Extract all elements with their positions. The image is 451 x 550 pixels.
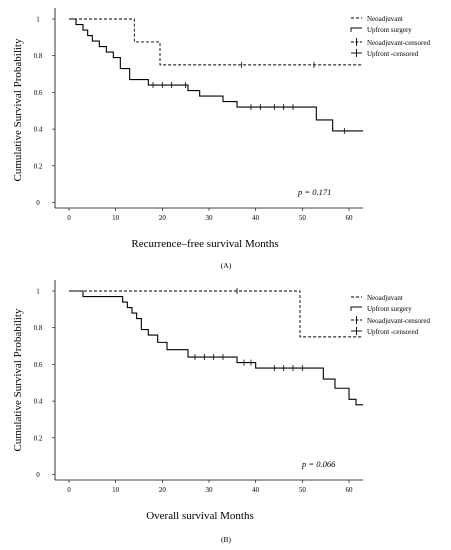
x-tick-label: 30 (206, 486, 214, 494)
x-tick-label: 60 (346, 486, 354, 494)
panel-a-legend: Neoadjuvant Upfront surgery Neoadjuvant-… (350, 15, 430, 58)
series-line-neoadjuvant (69, 18, 363, 66)
x-tick-label: 20 (159, 214, 167, 222)
x-tick-label: 10 (112, 486, 120, 494)
legend-neoadjuvant-censored: Neoadjuvant-censored (351, 316, 430, 325)
x-tick-label: 0 (67, 214, 71, 222)
y-tick-label: 1 (36, 16, 40, 24)
x-tick-label: 0 (67, 486, 71, 494)
y-tick-label: 0.6 (34, 89, 43, 97)
panel-a-ylabel: Cumulative Survival Probability (12, 38, 24, 181)
panel-b-p-value: p = 0.066 (301, 459, 336, 469)
legend-label: Upfront -censored (367, 50, 419, 58)
panel-b-ylabel: Cumulative Survival Probability (12, 308, 24, 451)
y-tick-label: 1 (36, 288, 40, 296)
x-tick-label: 50 (299, 486, 307, 494)
legend-neoadjuvant-censored: Neoadjuvant-censored (351, 38, 430, 47)
y-tick-label: 0.8 (34, 52, 43, 60)
legend-solid-line-swatch (350, 306, 362, 311)
legend-upfront-surgery: Upfront surgery (350, 26, 412, 34)
series-line-neoadjuvant (69, 290, 363, 338)
panel-a: Cumulative Survival Probability 00.20.40… (12, 8, 430, 270)
panel-b-xlabel: Overall survival Months (146, 510, 254, 522)
panel-a-xlabel: Recurrence–free survival Months (131, 238, 278, 250)
y-tick-label: 0.2 (34, 434, 43, 442)
x-tick-label: 40 (252, 486, 260, 494)
legend-solid-line-swatch (350, 27, 362, 32)
y-tick-label: 0 (36, 199, 40, 207)
panel-b-label: (B) (221, 535, 232, 544)
panel-b-legend: Neoadjuvant Upfront surgery Neoadjuvant-… (350, 294, 430, 336)
series-line-upfront-surgery (69, 290, 363, 406)
legend-neoadjuvant: Neoadjuvant (351, 15, 403, 23)
panel-a-plot: 0 0.2 0.4 0.6 0.8 1 0 10 20 30 40 50 60 (34, 8, 363, 222)
x-tick-label: 10 (112, 214, 120, 222)
x-tick-label: 40 (252, 214, 260, 222)
series-line-upfront-surgery (69, 18, 363, 132)
legend-label: Neoadjuvant-censored (367, 39, 430, 47)
legend-upfront-censored: Upfront -censored (351, 327, 419, 336)
legend-upfront-surgery: Upfront surgery (350, 305, 412, 313)
y-tick-label: 0.4 (34, 398, 43, 406)
legend-label: Upfront surgery (367, 26, 412, 34)
legend-upfront-censored: Upfront -censored (351, 49, 419, 58)
panel-a-p-value: p = 0.171 (297, 187, 331, 197)
y-tick-label: 0.2 (34, 162, 43, 170)
x-tick-label: 20 (159, 486, 167, 494)
y-tick-label: 0.8 (34, 324, 43, 332)
x-tick-label: 30 (206, 214, 214, 222)
x-tick-label: 50 (299, 214, 307, 222)
panel-b-plot: 0 0.2 0.4 0.6 0.8 1 0 10 20 30 40 50 60 (34, 280, 363, 494)
legend-label: Upfront -censored (367, 328, 419, 336)
y-tick-label: 0.4 (34, 126, 43, 134)
panel-b: Cumulative Survival Probability 00.20.40… (12, 280, 430, 544)
x-tick-label: 60 (346, 214, 354, 222)
legend-label: Neoadjuvant (367, 15, 403, 23)
legend-label: Neoadjuvant (367, 294, 403, 302)
legend-label: Upfront surgery (367, 305, 412, 313)
legend-neoadjuvant: Neoadjuvant (351, 294, 403, 302)
y-tick-label: 0 (36, 471, 40, 479)
y-tick-label: 0.6 (34, 361, 43, 369)
legend-label: Neoadjuvant-censored (367, 317, 430, 325)
panel-a-label: (A) (221, 261, 232, 270)
